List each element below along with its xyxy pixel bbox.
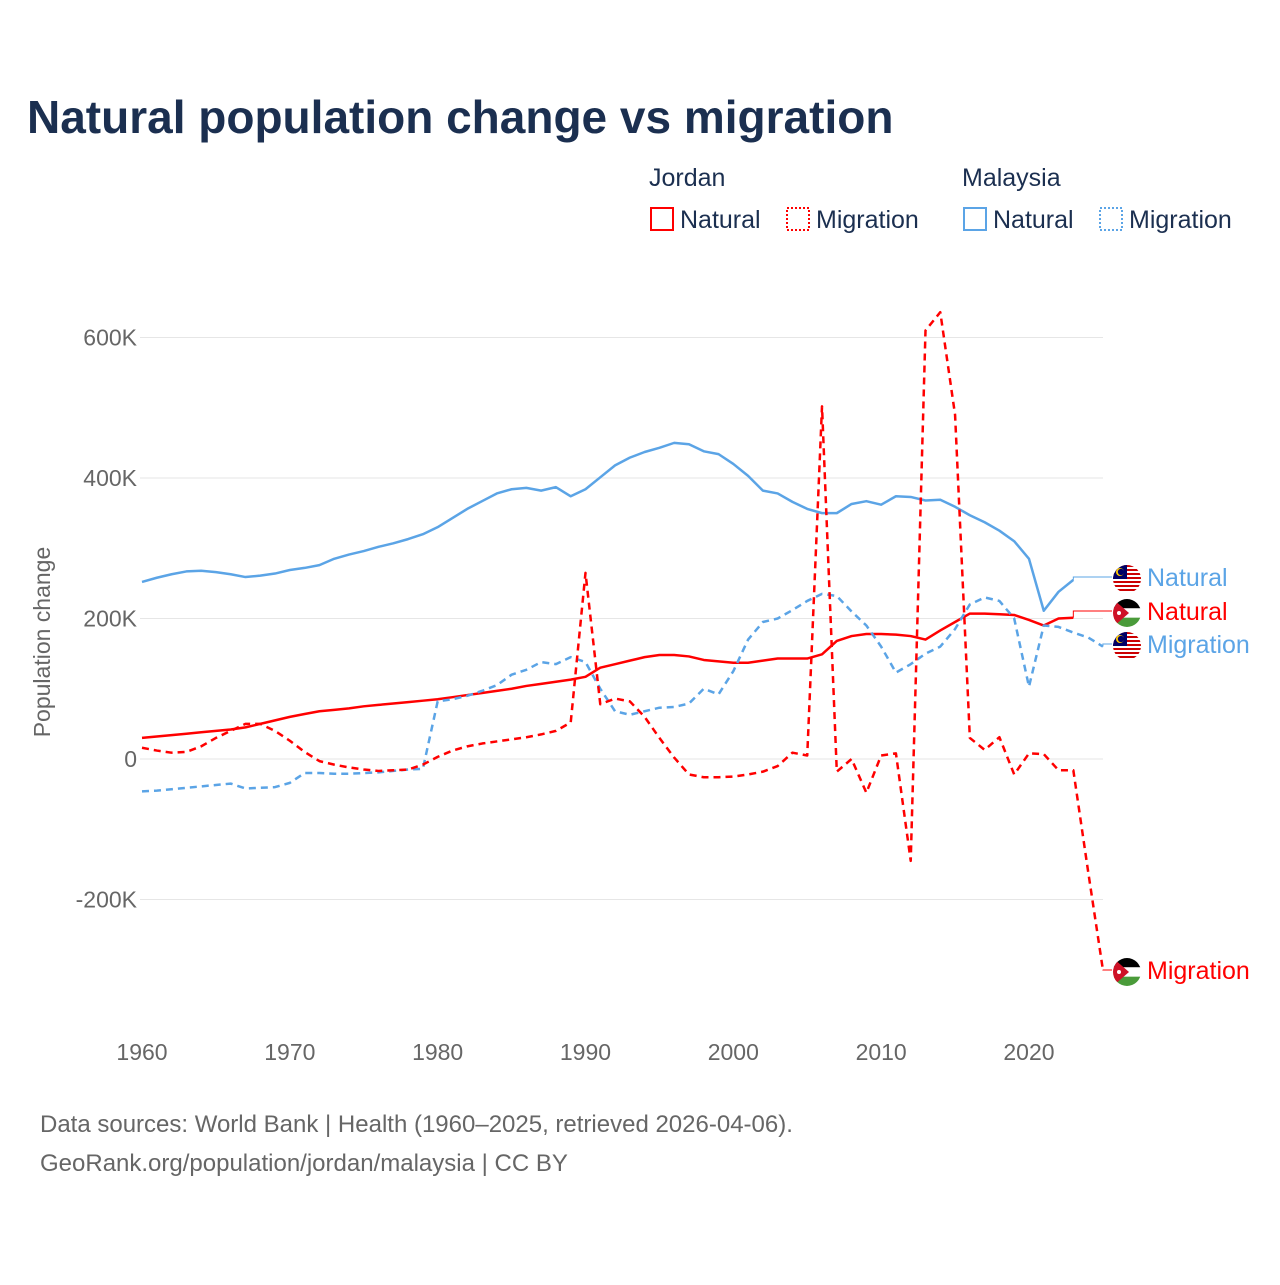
jordan-flag-icon (1113, 958, 1141, 986)
malaysia-flag-icon (1113, 632, 1141, 660)
end-labels: Natural Natural Migration Migration (1073, 564, 1249, 986)
end-label-malaysia-migration: Migration (1147, 631, 1250, 659)
x-tick-label: 1990 (560, 1039, 611, 1065)
chart-title: Natural population change vs migration (27, 91, 893, 143)
x-tick-label: 1960 (116, 1039, 167, 1065)
legend-group-jordan: Jordan (649, 164, 725, 192)
series-line-jordan-natural[interactable] (142, 614, 1073, 738)
x-tick-label: 2000 (708, 1039, 759, 1065)
y-tick-label: 400K (83, 465, 137, 491)
y-tick-label: 600K (83, 325, 137, 351)
legend-swatch-jordan-migration[interactable] (787, 208, 809, 230)
malaysia-flag-icon (1113, 565, 1141, 593)
end-label-jordan-migration: Migration (1147, 957, 1250, 985)
y-tick-label: 0 (124, 746, 137, 772)
legend-swatch-jordan-natural[interactable] (651, 208, 673, 230)
y-tick-label: -200K (76, 887, 138, 913)
footer-sources: Data sources: World Bank | Health (1960–… (40, 1111, 793, 1138)
series-line-jordan-migration[interactable] (142, 312, 1103, 970)
x-tick-label: 2010 (856, 1039, 907, 1065)
x-axis-ticks: 1960 1970 1980 1990 2000 2010 2020 (116, 1039, 1054, 1065)
end-label-jordan-natural: Natural (1147, 598, 1228, 626)
legend-swatch-malaysia-natural[interactable] (964, 208, 986, 230)
y-axis-label: Population change (29, 547, 55, 738)
legend-label-malaysia-migration[interactable]: Migration (1129, 206, 1232, 234)
y-axis-ticks: 600K 400K 200K 0 -200K (76, 325, 138, 913)
series-line-malaysia-migration[interactable] (142, 594, 1103, 791)
legend-swatch-malaysia-migration[interactable] (1100, 208, 1122, 230)
footer-link[interactable]: GeoRank.org/population/jordan/malaysia |… (40, 1150, 568, 1177)
jordan-flag-icon (1113, 599, 1141, 627)
gridlines (140, 338, 1103, 900)
series-lines (142, 312, 1103, 970)
leader-line (1073, 577, 1112, 580)
leader-line (1103, 644, 1112, 647)
end-label-malaysia-natural: Natural (1147, 564, 1228, 592)
y-tick-label: 200K (83, 606, 137, 632)
legend: Jordan Malaysia Natural Migration Natura… (649, 164, 1232, 234)
legend-group-malaysia: Malaysia (962, 164, 1061, 192)
leader-line (1073, 611, 1112, 618)
legend-label-malaysia-natural[interactable]: Natural (993, 206, 1074, 234)
legend-label-jordan-migration[interactable]: Migration (816, 206, 919, 234)
x-tick-label: 1970 (264, 1039, 315, 1065)
series-line-malaysia-natural[interactable] (142, 443, 1073, 611)
x-tick-label: 2020 (1003, 1039, 1054, 1065)
legend-label-jordan-natural[interactable]: Natural (680, 206, 761, 234)
x-tick-label: 1980 (412, 1039, 463, 1065)
